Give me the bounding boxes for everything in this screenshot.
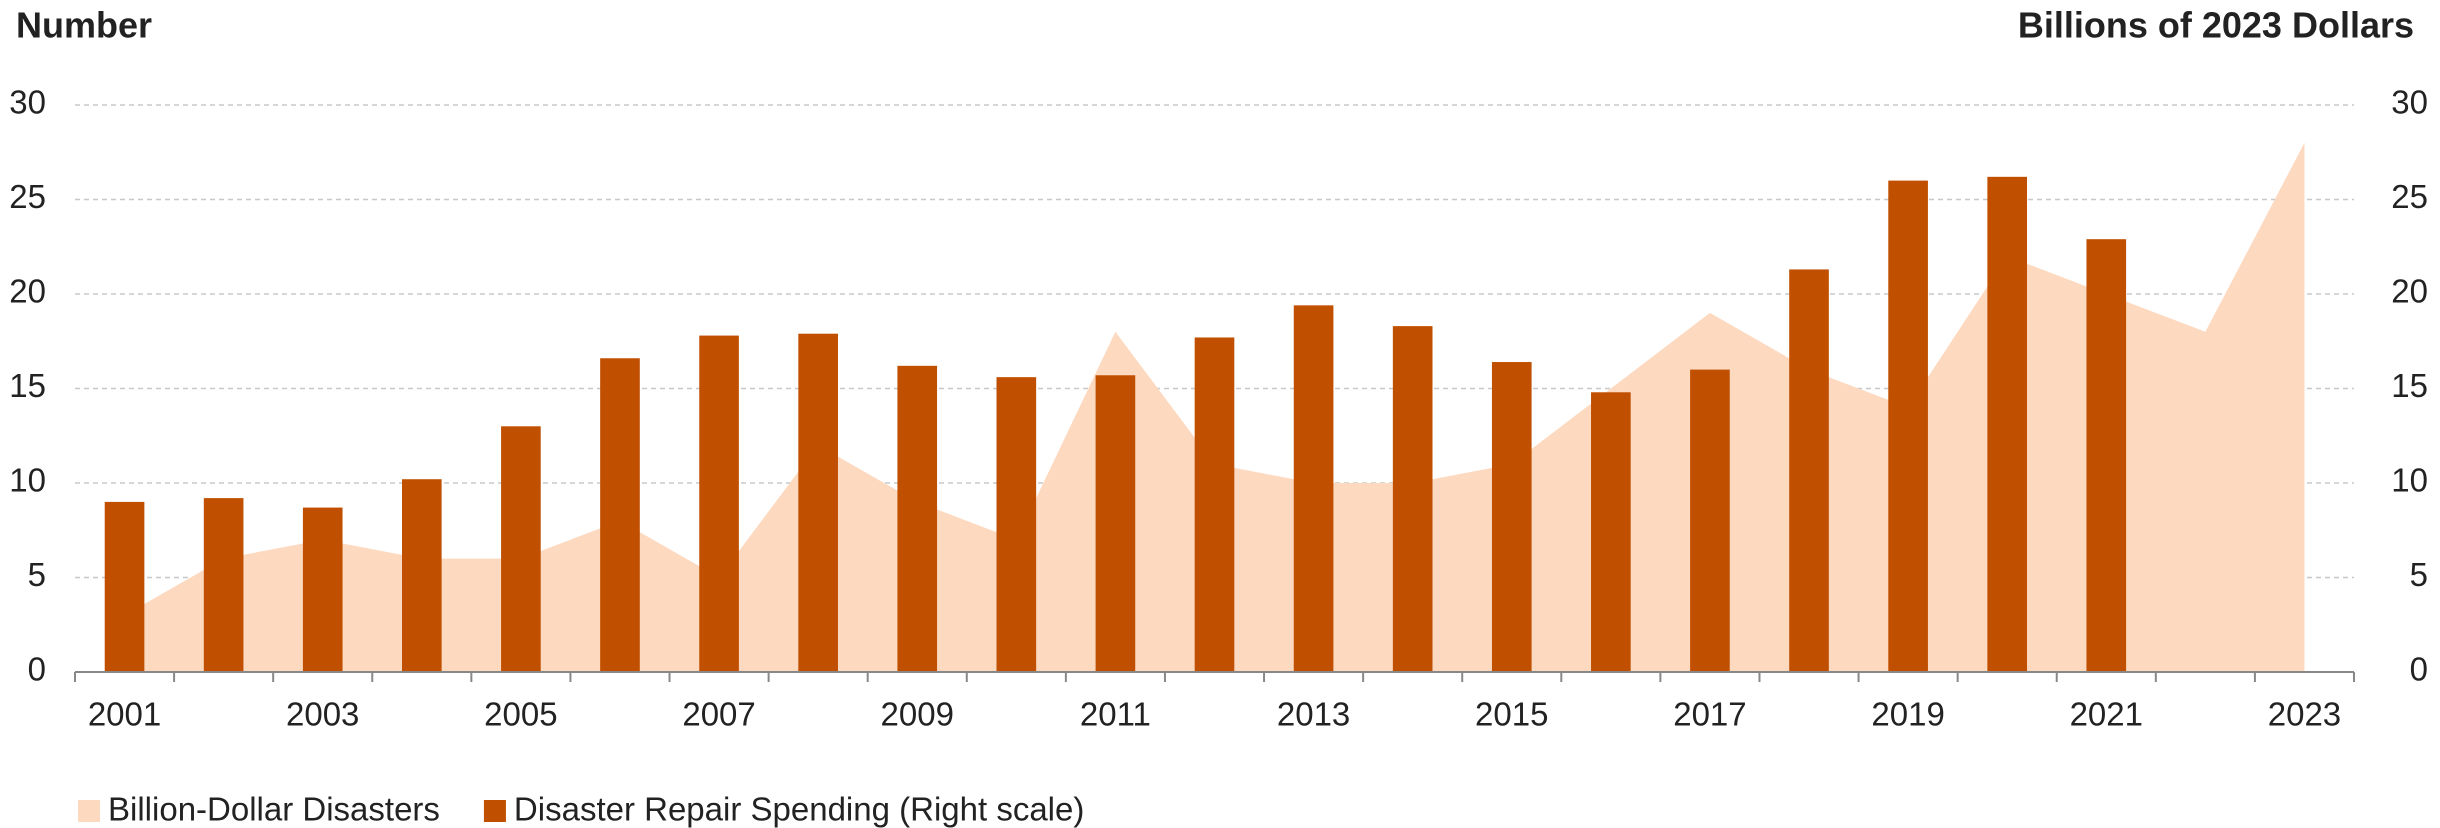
x-tick-label: 2003: [286, 696, 359, 733]
y-tick-label: 20: [9, 273, 46, 310]
x-tick-label: 2011: [1080, 696, 1151, 733]
y2-tick-label: 5: [2410, 556, 2428, 593]
x-tick-label: 2021: [2070, 696, 2143, 733]
bar: [1194, 337, 1235, 672]
bar: [302, 507, 343, 672]
bar: [1987, 176, 2028, 672]
y2-tick-label: 15: [2391, 367, 2428, 404]
bar: [897, 365, 938, 672]
bar: [1491, 362, 1532, 672]
bar: [1095, 375, 1136, 672]
legend-swatch: [483, 800, 506, 822]
bar: [1789, 269, 1829, 672]
y-tick-label: 15: [9, 367, 46, 404]
bar: [1888, 180, 1928, 672]
y2-tick-label: 10: [2391, 462, 2428, 499]
y-tick-label: 25: [9, 178, 46, 215]
bar: [401, 479, 442, 672]
y-tick-label: 5: [28, 556, 46, 593]
y-tick-label: 30: [9, 84, 46, 121]
bar: [203, 498, 244, 672]
bar: [699, 335, 739, 672]
x-tick-label: 2009: [881, 696, 954, 733]
bar: [600, 358, 640, 672]
y2-tick-label: 25: [2391, 178, 2428, 215]
area: [124, 142, 2305, 673]
x-tick-label: 2023: [2268, 696, 2341, 733]
y2-tick-label: 30: [2391, 84, 2428, 121]
y2-tick-label: 0: [2410, 651, 2428, 688]
x-tick-label: 2013: [1277, 696, 1350, 733]
y2-axis-title: Billions of 2023 Dollars: [2018, 5, 2414, 46]
y2-tick-label: 20: [2391, 273, 2428, 310]
x-tick-label: 2019: [1871, 696, 1944, 733]
bar: [1392, 326, 1433, 672]
bar: [1591, 392, 1631, 672]
y-axis-title: Number: [16, 5, 152, 46]
x-tick-label: 2007: [682, 696, 755, 733]
bar: [2086, 239, 2127, 672]
x-tick-label: 2017: [1673, 696, 1746, 733]
legend-label: Billion-Dollar Disasters: [108, 791, 440, 828]
legend-swatch: [78, 800, 100, 822]
bar: [1293, 305, 1334, 672]
y-tick-label: 0: [28, 651, 46, 688]
bar: [996, 377, 1037, 672]
bar: [798, 333, 838, 672]
y-tick-label: 10: [9, 462, 46, 499]
bar: [104, 501, 145, 672]
x-tick-label: 2015: [1475, 696, 1548, 733]
x-tick-label: 2001: [88, 696, 161, 733]
legend-label: Disaster Repair Spending (Right scale): [514, 791, 1084, 828]
bar: [1690, 369, 1730, 672]
x-tick-label: 2005: [484, 696, 557, 733]
bar: [501, 426, 541, 672]
